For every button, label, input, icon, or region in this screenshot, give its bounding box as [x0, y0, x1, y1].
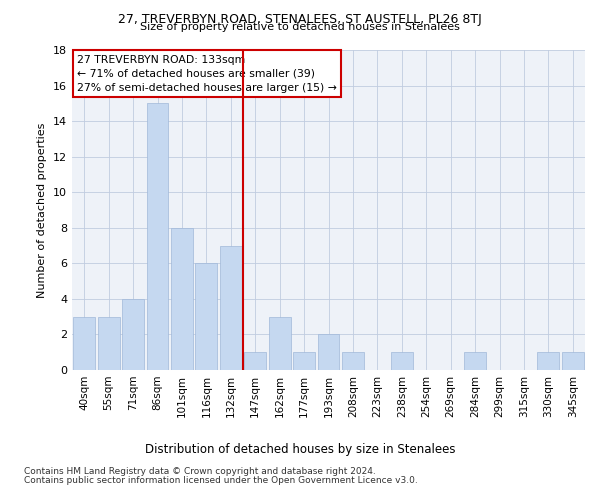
Bar [391, 352, 413, 370]
Bar [562, 352, 584, 370]
Bar [269, 316, 290, 370]
Text: Size of property relative to detached houses in Stenalees: Size of property relative to detached ho… [140, 22, 460, 32]
Bar [220, 246, 242, 370]
Text: 27, TREVERBYN ROAD, STENALEES, ST AUSTELL, PL26 8TJ: 27, TREVERBYN ROAD, STENALEES, ST AUSTEL… [118, 12, 482, 26]
Bar [293, 352, 315, 370]
Bar [73, 316, 95, 370]
Text: Contains HM Land Registry data © Crown copyright and database right 2024.: Contains HM Land Registry data © Crown c… [24, 468, 376, 476]
Y-axis label: Number of detached properties: Number of detached properties [37, 122, 47, 298]
Text: Contains public sector information licensed under the Open Government Licence v3: Contains public sector information licen… [24, 476, 418, 485]
Bar [464, 352, 486, 370]
Text: Distribution of detached houses by size in Stenalees: Distribution of detached houses by size … [145, 442, 455, 456]
Bar [342, 352, 364, 370]
Bar [538, 352, 559, 370]
Bar [317, 334, 340, 370]
Bar [196, 264, 217, 370]
Bar [171, 228, 193, 370]
Bar [244, 352, 266, 370]
Text: 27 TREVERBYN ROAD: 133sqm
← 71% of detached houses are smaller (39)
27% of semi-: 27 TREVERBYN ROAD: 133sqm ← 71% of detac… [77, 55, 337, 93]
Bar [146, 104, 169, 370]
Bar [98, 316, 119, 370]
Bar [122, 299, 144, 370]
